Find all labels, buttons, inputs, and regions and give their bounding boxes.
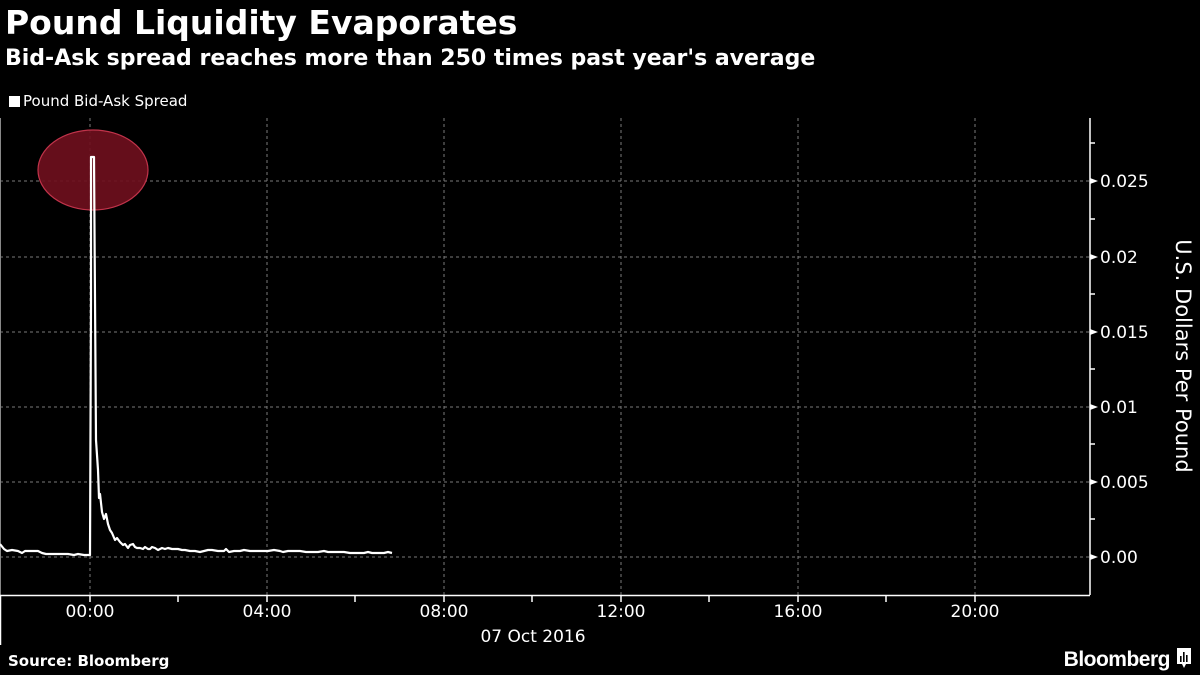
legend-label: Pound Bid-Ask Spread <box>23 92 188 110</box>
y-tick-label: 0.015 <box>1100 323 1149 343</box>
y-axis-title: U.S. Dollars Per Pound <box>1171 239 1195 472</box>
y-tick-label: 0.00 <box>1100 548 1138 568</box>
y-tick-labels: 0.00 0.005 0.01 0.015 0.02 0.025 <box>1100 172 1149 568</box>
legend: Pound Bid-Ask Spread <box>9 90 187 112</box>
x-tick-labels: 00:00 04:00 08:00 12:00 16:00 20:00 07 O… <box>66 602 1000 647</box>
x-tick-label: 16:00 <box>774 602 823 622</box>
chart-subtitle: Bid-Ask spread reaches more than 250 tim… <box>5 46 816 71</box>
y-tick-label: 0.01 <box>1100 398 1138 418</box>
y-tick-label: 0.025 <box>1100 172 1149 192</box>
data-line-pound-bid-ask-spread <box>0 155 393 557</box>
x-tick-label: 08:00 <box>420 602 469 622</box>
chart-title: Pound Liquidity Evaporates <box>5 3 518 42</box>
x-tick-label: 12:00 <box>597 602 646 622</box>
brand-name: Bloomberg <box>1063 648 1171 671</box>
x-date-label: 07 Oct 2016 <box>480 627 585 647</box>
x-tick-label: 20:00 <box>951 602 1000 622</box>
source-note: Source: Bloomberg <box>8 652 170 670</box>
y-axis <box>1089 118 1095 595</box>
x-tick-label: 04:00 <box>243 602 292 622</box>
bloomberg-chart-logo-icon <box>1176 647 1192 673</box>
x-axis <box>0 594 1090 645</box>
y-axis-tick-markers <box>1090 178 1098 560</box>
grid-lines <box>0 118 1090 595</box>
x-tick-label: 00:00 <box>66 602 115 622</box>
y-tick-label: 0.02 <box>1100 248 1138 268</box>
legend-swatch-icon <box>9 95 20 107</box>
y-tick-label: 0.005 <box>1100 473 1149 493</box>
bloomberg-brand: Bloomberg <box>1064 647 1192 673</box>
